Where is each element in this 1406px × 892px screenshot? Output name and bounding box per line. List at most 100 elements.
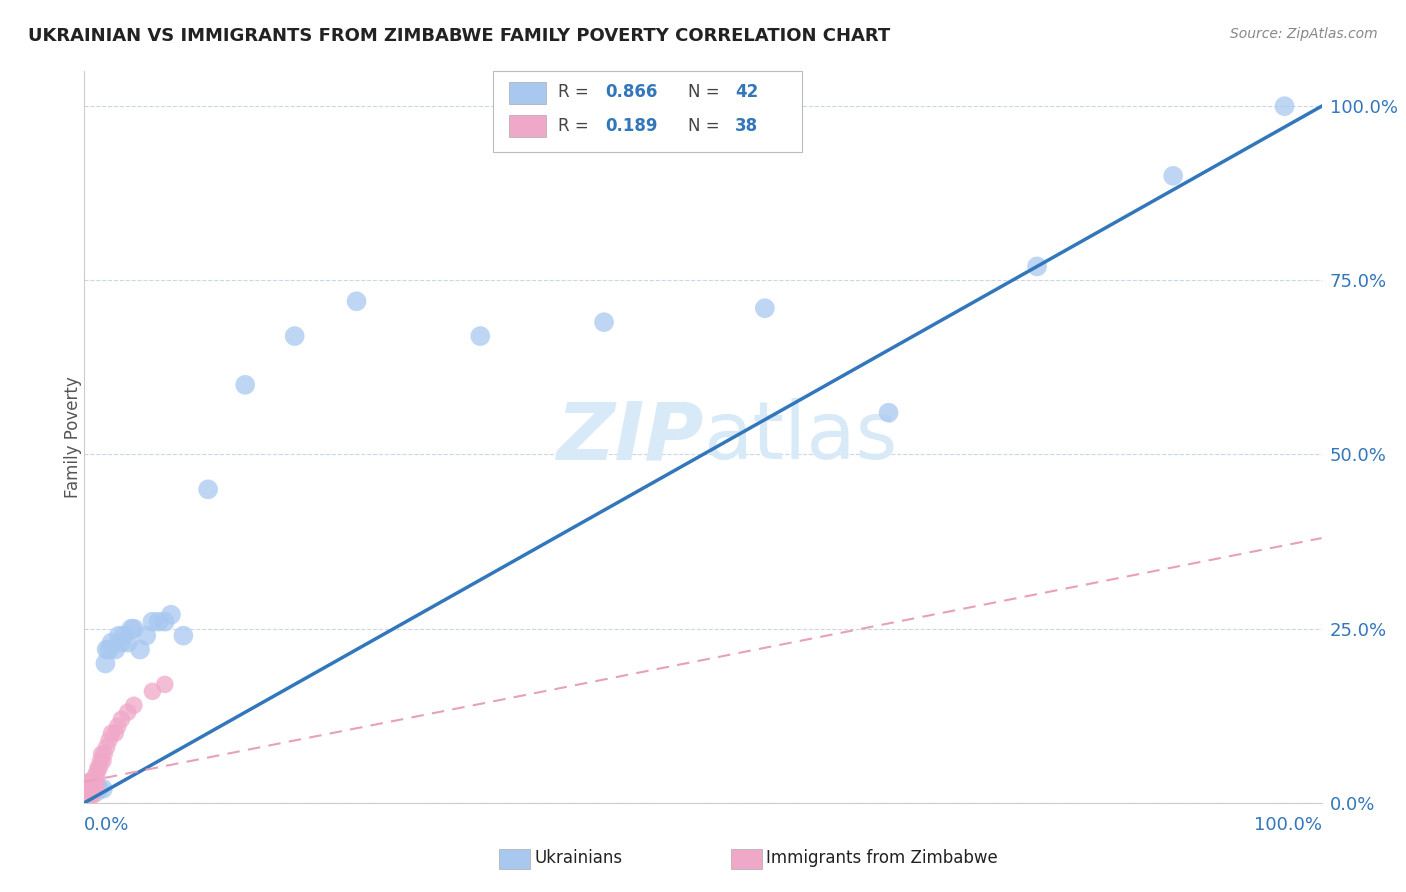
FancyBboxPatch shape [492, 71, 801, 152]
Point [153, 677, 176, 691]
Point [79, 785, 101, 799]
Point [76, 789, 98, 803]
Point [84, 781, 107, 796]
Point [98, 642, 121, 657]
Point [76, 781, 98, 796]
Point [100, 635, 122, 649]
Point [108, 629, 131, 643]
Point [122, 622, 145, 636]
Point [96, 740, 118, 755]
Point [76, 789, 98, 803]
Point [86, 775, 108, 789]
Text: R =: R = [558, 83, 595, 101]
Point [107, 719, 129, 733]
Text: 38: 38 [735, 117, 758, 136]
Point [89, 754, 111, 768]
Text: R =: R = [558, 117, 595, 136]
Point [122, 698, 145, 713]
Text: Ukrainians: Ukrainians [534, 849, 623, 867]
Point [80, 789, 103, 803]
Text: 42: 42 [735, 83, 758, 101]
Point [104, 642, 127, 657]
Point [87, 761, 110, 775]
Point [77, 781, 100, 796]
Point [593, 315, 616, 329]
Point [79, 789, 101, 803]
Point [129, 642, 152, 657]
Point [96, 642, 118, 657]
Text: Source: ZipAtlas.com: Source: ZipAtlas.com [1230, 27, 1378, 41]
Point [82, 775, 104, 789]
Point [79, 781, 101, 796]
Point [233, 377, 256, 392]
Text: 0.0%: 0.0% [84, 816, 129, 834]
Point [79, 775, 101, 789]
Point [100, 726, 122, 740]
Point [148, 615, 170, 629]
Point [91, 754, 114, 768]
Point [93, 747, 115, 761]
Point [877, 406, 900, 420]
Point [141, 615, 163, 629]
FancyBboxPatch shape [509, 82, 546, 104]
Point [89, 761, 111, 775]
Point [84, 768, 107, 782]
Point [135, 629, 157, 643]
FancyBboxPatch shape [509, 115, 546, 137]
Text: 0.866: 0.866 [605, 83, 658, 101]
Point [94, 657, 117, 671]
Point [77, 789, 100, 803]
Point [80, 781, 103, 796]
Point [1026, 260, 1049, 274]
Point [284, 329, 307, 343]
Point [197, 483, 219, 497]
Point [112, 629, 135, 643]
Point [86, 781, 108, 796]
Text: N =: N = [688, 83, 725, 101]
Point [110, 712, 132, 726]
Y-axis label: Family Poverty: Family Poverty [65, 376, 82, 498]
Point [86, 768, 108, 782]
Point [141, 684, 163, 698]
Point [90, 747, 112, 761]
Point [153, 615, 176, 629]
Point [470, 329, 492, 343]
Text: N =: N = [688, 117, 725, 136]
Point [120, 622, 142, 636]
Point [346, 294, 368, 309]
Point [160, 607, 183, 622]
Point [98, 733, 121, 747]
Point [91, 781, 114, 796]
Point [79, 781, 101, 796]
Point [110, 635, 132, 649]
Text: 0.189: 0.189 [605, 117, 658, 136]
Point [82, 781, 104, 796]
Point [79, 789, 101, 803]
Point [117, 635, 139, 649]
Point [117, 705, 139, 719]
Point [82, 781, 104, 796]
Point [75, 789, 97, 803]
Point [77, 785, 100, 799]
Point [83, 775, 105, 789]
Point [1274, 99, 1296, 113]
Point [80, 781, 103, 796]
Text: UKRAINIAN VS IMMIGRANTS FROM ZIMBABWE FAMILY POVERTY CORRELATION CHART: UKRAINIAN VS IMMIGRANTS FROM ZIMBABWE FA… [28, 27, 890, 45]
Point [87, 781, 110, 796]
Text: 100.0%: 100.0% [1254, 816, 1322, 834]
Point [79, 781, 101, 796]
Point [79, 775, 101, 789]
Point [84, 785, 107, 799]
Point [89, 781, 111, 796]
Text: ZIP: ZIP [555, 398, 703, 476]
Point [104, 726, 127, 740]
Point [172, 629, 194, 643]
Point [83, 781, 105, 796]
Point [77, 775, 100, 789]
Text: Immigrants from Zimbabwe: Immigrants from Zimbabwe [766, 849, 998, 867]
Point [77, 781, 100, 796]
Point [83, 781, 105, 796]
Text: atlas: atlas [703, 398, 897, 476]
Point [1161, 169, 1184, 183]
Point [754, 301, 776, 316]
